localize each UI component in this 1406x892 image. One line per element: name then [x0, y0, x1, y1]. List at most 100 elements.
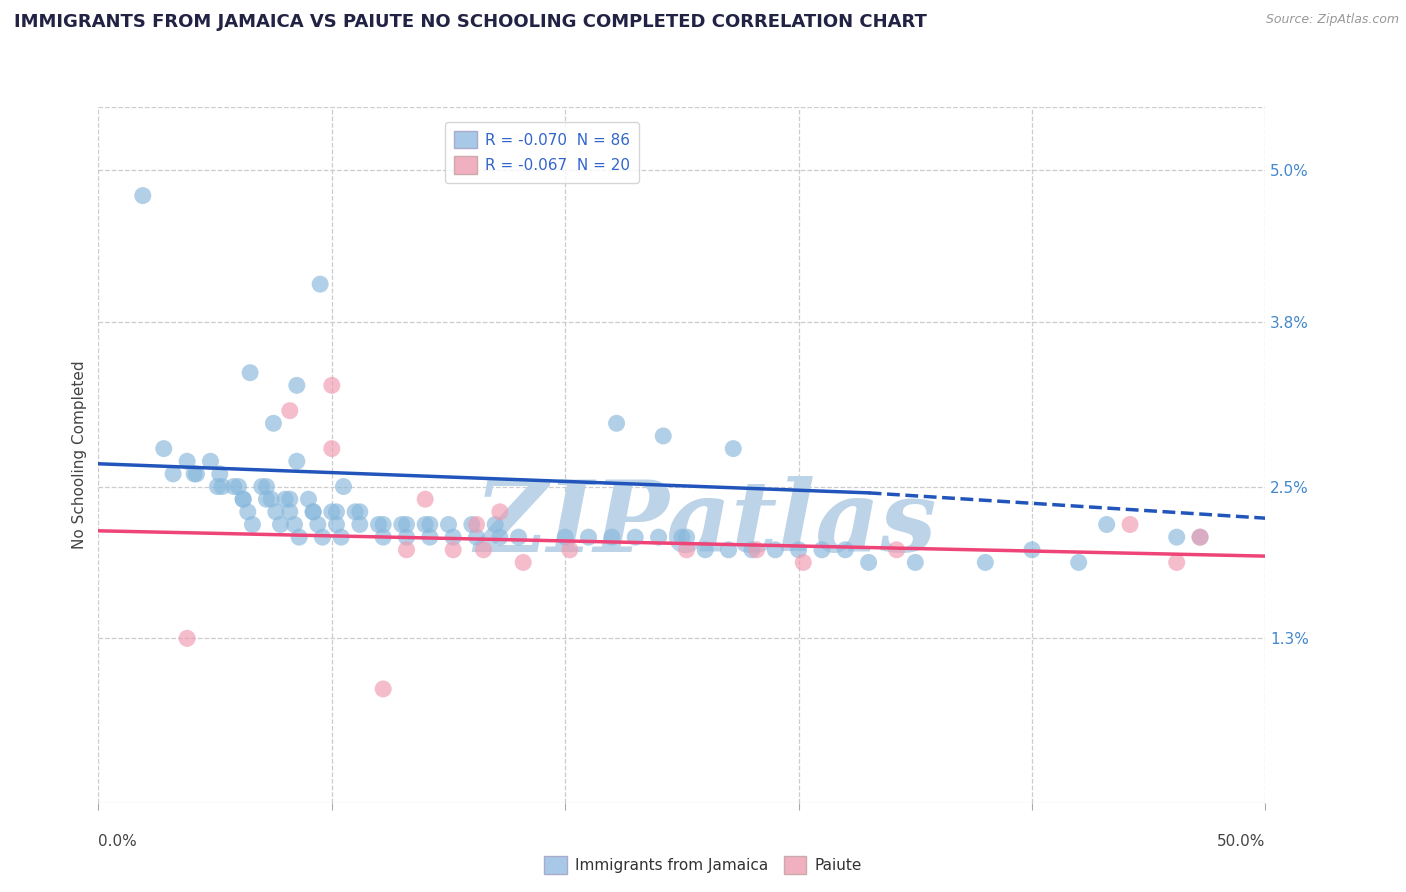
Point [472, 542, 495, 557]
Point [250, 479, 273, 493]
Point [222, 479, 245, 493]
Point [349, 517, 371, 532]
Point [558, 542, 581, 557]
Point [484, 517, 506, 532]
Point [236, 505, 259, 519]
Point [652, 429, 675, 443]
Point [741, 542, 763, 557]
Point [489, 530, 512, 544]
Point [211, 479, 233, 493]
Point [695, 542, 717, 557]
Point [321, 442, 343, 456]
Legend: Immigrants from Jamaica, Paiute: Immigrants from Jamaica, Paiute [538, 850, 868, 880]
Point [228, 479, 250, 493]
Text: IMMIGRANTS FROM JAMAICA VS PAIUTE NO SCHOOLING COMPLETED CORRELATION CHART: IMMIGRANTS FROM JAMAICA VS PAIUTE NO SCH… [14, 13, 927, 31]
Point [260, 492, 283, 507]
Point [675, 530, 697, 544]
Point [671, 530, 693, 544]
Point [441, 530, 464, 544]
Point [858, 556, 880, 570]
Point [349, 505, 371, 519]
Point [264, 505, 287, 519]
Point [309, 277, 332, 292]
Point [763, 542, 786, 557]
Point [974, 556, 997, 570]
Point [647, 530, 669, 544]
Point [302, 505, 325, 519]
Point [367, 517, 389, 532]
Point [183, 467, 205, 481]
Point [624, 530, 647, 544]
Point [508, 530, 530, 544]
Point [262, 417, 284, 431]
Point [208, 467, 231, 481]
Point [152, 442, 174, 456]
Point [242, 517, 264, 532]
Point [132, 188, 155, 202]
Point [465, 517, 488, 532]
Point [465, 530, 488, 544]
Point [311, 530, 333, 544]
Point [200, 454, 222, 468]
Point [307, 517, 329, 532]
Point [283, 517, 305, 532]
Point [1021, 542, 1043, 557]
Point [419, 530, 441, 544]
Point [297, 492, 319, 507]
Point [413, 492, 436, 507]
Point [285, 454, 308, 468]
Point [787, 542, 810, 557]
Point [278, 492, 301, 507]
Point [269, 517, 291, 532]
Point [256, 492, 278, 507]
Point [391, 517, 413, 532]
Point [419, 517, 441, 532]
Point [792, 556, 814, 570]
Point [278, 505, 301, 519]
Point [162, 467, 184, 481]
Point [176, 632, 198, 646]
Point [1067, 556, 1090, 570]
Point [274, 492, 297, 507]
Point [606, 417, 628, 431]
Point [330, 530, 353, 544]
Point [373, 530, 395, 544]
Text: 50.0%: 50.0% [1218, 834, 1265, 849]
Legend: R = -0.070  N = 86, R = -0.067  N = 20: R = -0.070 N = 86, R = -0.067 N = 20 [444, 121, 638, 183]
Point [512, 556, 534, 570]
Point [321, 505, 343, 519]
Point [717, 542, 740, 557]
Y-axis label: No Schooling Completed: No Schooling Completed [72, 360, 87, 549]
Point [745, 542, 768, 557]
Point [256, 479, 278, 493]
Point [373, 517, 395, 532]
Point [302, 505, 325, 519]
Point [232, 492, 254, 507]
Point [232, 492, 254, 507]
Point [325, 505, 347, 519]
Point [886, 542, 908, 557]
Point [1119, 517, 1142, 532]
Point [600, 530, 623, 544]
Point [1166, 556, 1188, 570]
Point [325, 517, 347, 532]
Point [186, 467, 208, 481]
Point [288, 530, 311, 544]
Point [437, 517, 460, 532]
Point [285, 378, 308, 392]
Point [1189, 530, 1212, 544]
Point [413, 517, 436, 532]
Text: ZIPatlas: ZIPatlas [474, 476, 936, 573]
Point [1166, 530, 1188, 544]
Point [1189, 530, 1212, 544]
Point [373, 681, 395, 696]
Point [344, 505, 367, 519]
Point [723, 442, 745, 456]
Point [278, 403, 301, 417]
Point [461, 517, 484, 532]
Point [239, 366, 262, 380]
Point [207, 479, 229, 493]
Point [554, 530, 576, 544]
Point [578, 530, 600, 544]
Point [321, 378, 343, 392]
